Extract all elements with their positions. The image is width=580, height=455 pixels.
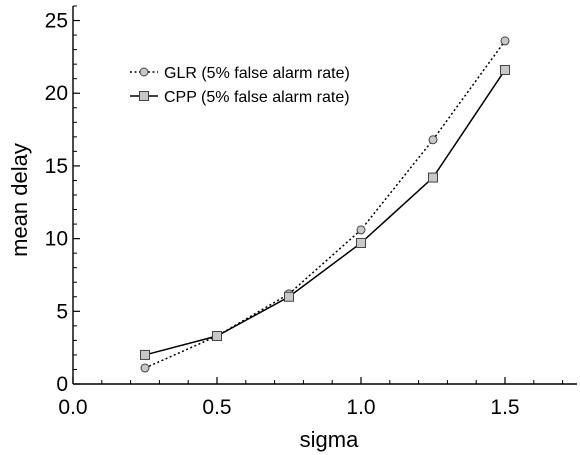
data-point-square [284,291,294,302]
ticks: 0.0 0.5 1.0 1.5 0 5 10 15 20 25 [45,5,564,419]
data-point-circle [500,36,510,46]
legend: GLR (5% false alarm rate) CPP (5% false a… [130,65,350,106]
y-axis-label: mean delay [7,143,32,257]
legend-marker-square [139,91,149,101]
x-tick-label: 1.5 [490,396,519,419]
axes [72,6,577,385]
data-point-circle [140,363,150,373]
legend-item: GLR (5% false alarm rate) [130,65,350,82]
data-point-circle [356,225,366,235]
y-tick-label: 5 [56,300,68,323]
x-tick-label: 1.0 [346,396,375,419]
series [140,36,510,373]
data-point-square [428,172,438,183]
legend-item: CPP (5% false alarm rate) [130,89,350,106]
y-tick-label: 0 [56,373,68,396]
y-tick-label: 25 [45,10,68,33]
data-point-circle [428,135,438,145]
series-line [144,69,506,356]
x-tick-label: 0.0 [58,396,87,419]
legend-label: CPP (5% false alarm rate) [164,89,350,106]
y-tick-label: 10 [45,228,68,251]
data-point-square [356,237,366,248]
y-tick-label: 15 [45,155,68,178]
x-axis-label: sigma [300,427,359,452]
data-point-square [140,349,150,360]
x-tick-label: 0.5 [202,396,231,419]
y-tick-label: 20 [45,82,68,105]
series-glr [140,36,510,373]
data-point-square [212,331,222,342]
legend-marker-circle [139,67,149,77]
series-cpp [140,64,510,360]
data-point-square [500,64,510,75]
legend-label: GLR (5% false alarm rate) [164,65,350,82]
